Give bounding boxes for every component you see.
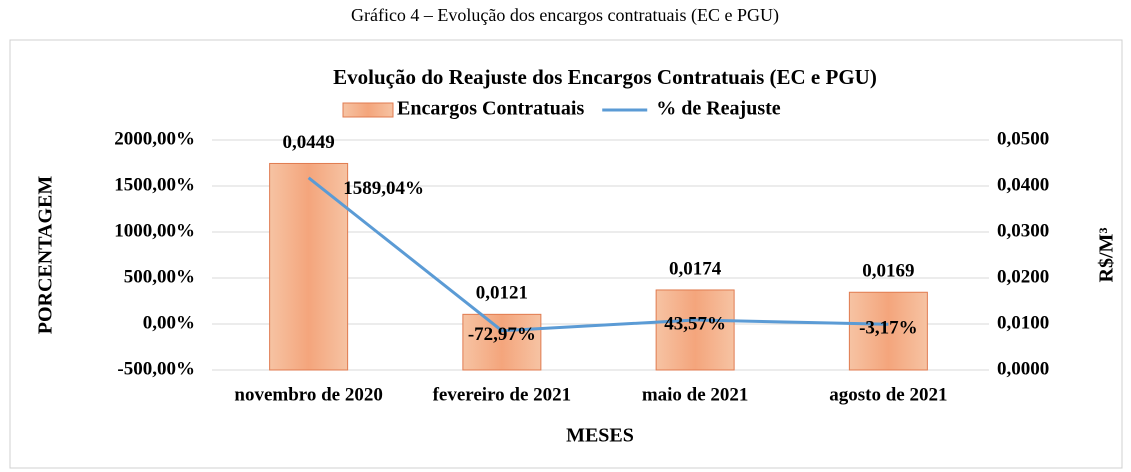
bar-label: 0,0449 (283, 132, 335, 153)
x-tick-label: fevereiro de 2021 (433, 384, 572, 405)
chart-title: Evolução do Reajuste dos Encargos Contra… (333, 65, 877, 89)
bar-label: 0,0174 (669, 258, 722, 279)
bar (848, 291, 928, 371)
bar (655, 289, 735, 371)
line-label: 43,57% (664, 313, 726, 334)
legend-swatch (342, 102, 394, 118)
y2-axis-title: R$/M³ (1096, 228, 1118, 283)
y2-tick-label: 0,0500 (997, 128, 1049, 149)
bar-label: 0,0121 (476, 283, 528, 304)
y-tick-label: 0,00% (143, 312, 195, 333)
y-axis-title: PORCENTAGEM (35, 176, 57, 335)
y-tick-label: 1500,00% (114, 174, 195, 195)
bar-label: 0,0169 (862, 261, 914, 282)
y2-tick-label: 0,0400 (997, 174, 1049, 195)
legend-label: % de Reajuste (656, 98, 781, 120)
y2-tick-label: 0,0100 (997, 312, 1049, 333)
line-label: -72,97% (468, 324, 536, 345)
x-tick-label: agosto de 2021 (829, 384, 947, 405)
line (307, 176, 889, 333)
bar (462, 313, 542, 371)
bar (269, 162, 349, 371)
x-tick-label: novembro de 2020 (234, 384, 382, 405)
chart-frame (9, 39, 1123, 469)
caption: Gráfico 4 – Evolução dos encargos contra… (351, 5, 779, 26)
x-tick-label: maio de 2021 (642, 384, 749, 405)
y-tick-label: -500,00% (117, 358, 195, 379)
line-label: 1589,04% (343, 178, 424, 199)
y2-tick-label: 0,0300 (997, 220, 1049, 241)
y2-tick-label: 0,0000 (997, 358, 1049, 379)
line-label: -3,17% (859, 318, 918, 339)
y-tick-label: 2000,00% (114, 128, 195, 149)
y-tick-label: 500,00% (124, 266, 195, 287)
legend-label: Encargos Contratuais (397, 98, 584, 120)
y-tick-label: 1000,00% (114, 220, 195, 241)
x-axis-title: MESES (566, 425, 634, 447)
y2-tick-label: 0,0200 (997, 266, 1049, 287)
